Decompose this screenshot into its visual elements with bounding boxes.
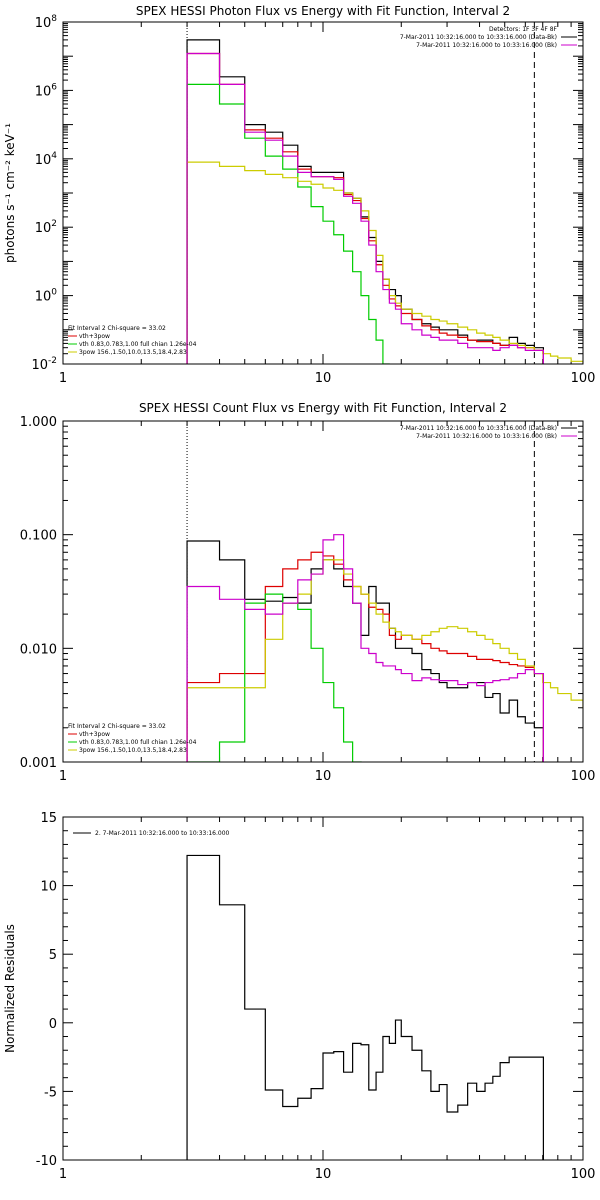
plot-frame: [62, 21, 584, 365]
x-tick-label: 10: [315, 371, 332, 386]
count-flux-panel: SPEX HESSI Count Flux vs Energy with Fit…: [20, 401, 596, 784]
plot-frame: [62, 816, 584, 1161]
legend-entry: 7-Mar-2011 10:32:16.000 to 10:33:16.000 …: [400, 34, 557, 41]
x-tick-label: 10: [315, 769, 332, 784]
series-line: [186, 52, 544, 364]
y-axis-label: Normalized Residuals: [3, 924, 17, 1053]
y-tick-label: 1.000: [20, 415, 57, 430]
legend-entry: 2. 7-Mar-2011 10:32:16.000 to 10:33:16.0…: [95, 830, 230, 837]
x-tick-label: 100: [571, 769, 596, 784]
y-tick-label: -10: [36, 1154, 57, 1169]
y-tick-label: 15: [40, 811, 57, 826]
x-tick-label: 100: [571, 1167, 596, 1182]
y-tick-label: 10: [40, 880, 57, 895]
series-line: [186, 559, 583, 762]
y-tick-label: -5: [44, 1085, 57, 1100]
legend-entry: 3pow 156.,1.50,10.0,13.5,18.4,2.83: [79, 747, 187, 754]
legend-entry: vth 0.83,0.783,1.00 full chian 1.26e-04: [79, 739, 197, 746]
legend-entry: vth+3pow: [79, 731, 110, 738]
x-tick-label: 1: [59, 371, 67, 386]
y-tick-label: 0.100: [20, 529, 57, 544]
series-line: [187, 593, 362, 762]
y-tick-label: 5: [49, 948, 57, 963]
legend-entry: Fit Interval 2 Chi-square = 33.02: [68, 723, 166, 730]
y-tick-label: 0.001: [20, 756, 57, 771]
residuals-panel: Normalized Residuals 1 10 100 -10 -5 0 5 10 15 2. …: [3, 811, 595, 1182]
series-line: [186, 854, 544, 1160]
photon-flux-panel: SPEX HESSI Photon Flux vs Energy with Fi…: [3, 4, 595, 386]
y-axis-label: photons s⁻¹ cm⁻² keV⁻¹: [3, 123, 17, 263]
legend-entry: vth 0.83,0.783,1.00 full chian 1.26e-04: [79, 341, 197, 348]
x-tick-label: 1: [59, 1167, 67, 1182]
legend-entry: 3pow 156.,1.50,10.0,13.5,18.4,2.83: [79, 349, 187, 356]
x-tick-label: 100: [571, 371, 596, 386]
y-tick-label: 102: [35, 219, 57, 236]
y-tick-label: 0: [49, 1017, 57, 1032]
x-tick-label: 10: [315, 1167, 332, 1182]
legend-entry: Detectors: 1F 3F 4F 8F: [489, 26, 558, 33]
y-tick-label: 100: [35, 288, 58, 305]
series-line: [186, 83, 390, 364]
legend-entry: 7-Mar-2011 10:32:16.000 to 10:33:16.000 …: [400, 425, 557, 432]
series-line: [186, 161, 583, 364]
y-tick-label: 104: [35, 151, 58, 168]
y-tick-label: 108: [35, 14, 58, 31]
series-line: [186, 551, 544, 762]
series-line: [186, 39, 544, 364]
legend-entry: vth+3pow: [79, 333, 110, 340]
y-tick-label: 0.010: [20, 642, 57, 657]
series-line: [186, 52, 544, 364]
chart-title: SPEX HESSI Count Flux vs Energy with Fit…: [139, 401, 507, 415]
series-line: [186, 540, 544, 762]
plot-frame: [62, 420, 584, 763]
chart-title: SPEX HESSI Photon Flux vs Energy with Fi…: [136, 4, 510, 18]
series-line: [186, 534, 544, 762]
y-tick-label: 106: [35, 82, 58, 99]
x-tick-label: 1: [59, 769, 67, 784]
legend-entry: 7-Mar-2011 10:32:16.000 to 10:33:16.000 …: [416, 42, 557, 49]
legend-entry: 7-Mar-2011 10:32:16.000 to 10:33:16.000 …: [416, 433, 557, 440]
legend-entry: Fit Interval 2 Chi-square = 33.02: [68, 325, 166, 332]
y-tick-label: 10-2: [31, 356, 57, 373]
